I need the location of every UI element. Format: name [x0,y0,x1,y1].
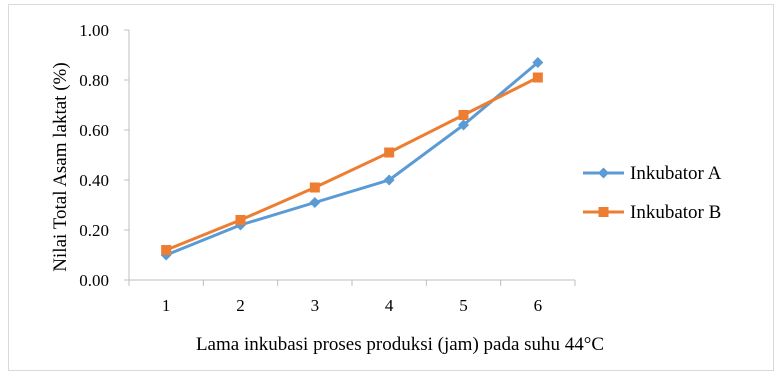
data-point [458,119,469,131]
x-tick-label: 2 [236,296,245,315]
x-tick-label: 1 [162,296,171,315]
chart-axes [124,29,576,286]
legend-label: Inkubator A [630,163,722,184]
chart-series [160,57,544,261]
y-tick-labels: 0.00 0.20 0.40 0.60 0.80 1.00 [79,21,109,290]
chart-frame [8,4,774,371]
chart-legend: Inkubator A Inkubator B [583,163,722,223]
data-point [384,147,395,158]
y-tick-label: 0.60 [79,121,109,140]
data-point [458,110,469,120]
data-point [532,72,543,83]
data-point [161,245,172,255]
series-line [165,61,539,257]
y-tick-label: 0.40 [79,171,109,190]
y-axis-title: Nilai Total Asam laktat (%) [50,62,71,271]
data-point [309,197,321,208]
data-point [235,215,246,225]
legend-item: Inkubator A [583,163,722,184]
legend-marker [598,167,609,179]
data-point [383,174,395,186]
x-tick-labels: 1 2 3 4 5 6 [162,296,542,315]
legend-item: Inkubator B [583,202,721,223]
series-inkubator-b [161,72,543,255]
legend-label: Inkubator B [630,202,721,223]
x-tick-label: 3 [311,296,320,315]
y-tick-label: 0.80 [79,71,109,90]
data-point [309,182,320,193]
series-line [165,76,539,252]
legend-marker [598,207,609,217]
y-tick-label: 0.20 [79,221,109,240]
x-tick-label: 6 [534,296,543,315]
x-tick-label: 4 [385,296,394,315]
x-tick-label: 5 [459,296,468,315]
data-point [532,57,544,68]
y-tick-label: 1.00 [79,21,109,40]
x-axis-title: Lama inkubasi proses produksi (jam) pada… [196,334,604,355]
y-tick-label: 0.00 [79,271,109,290]
